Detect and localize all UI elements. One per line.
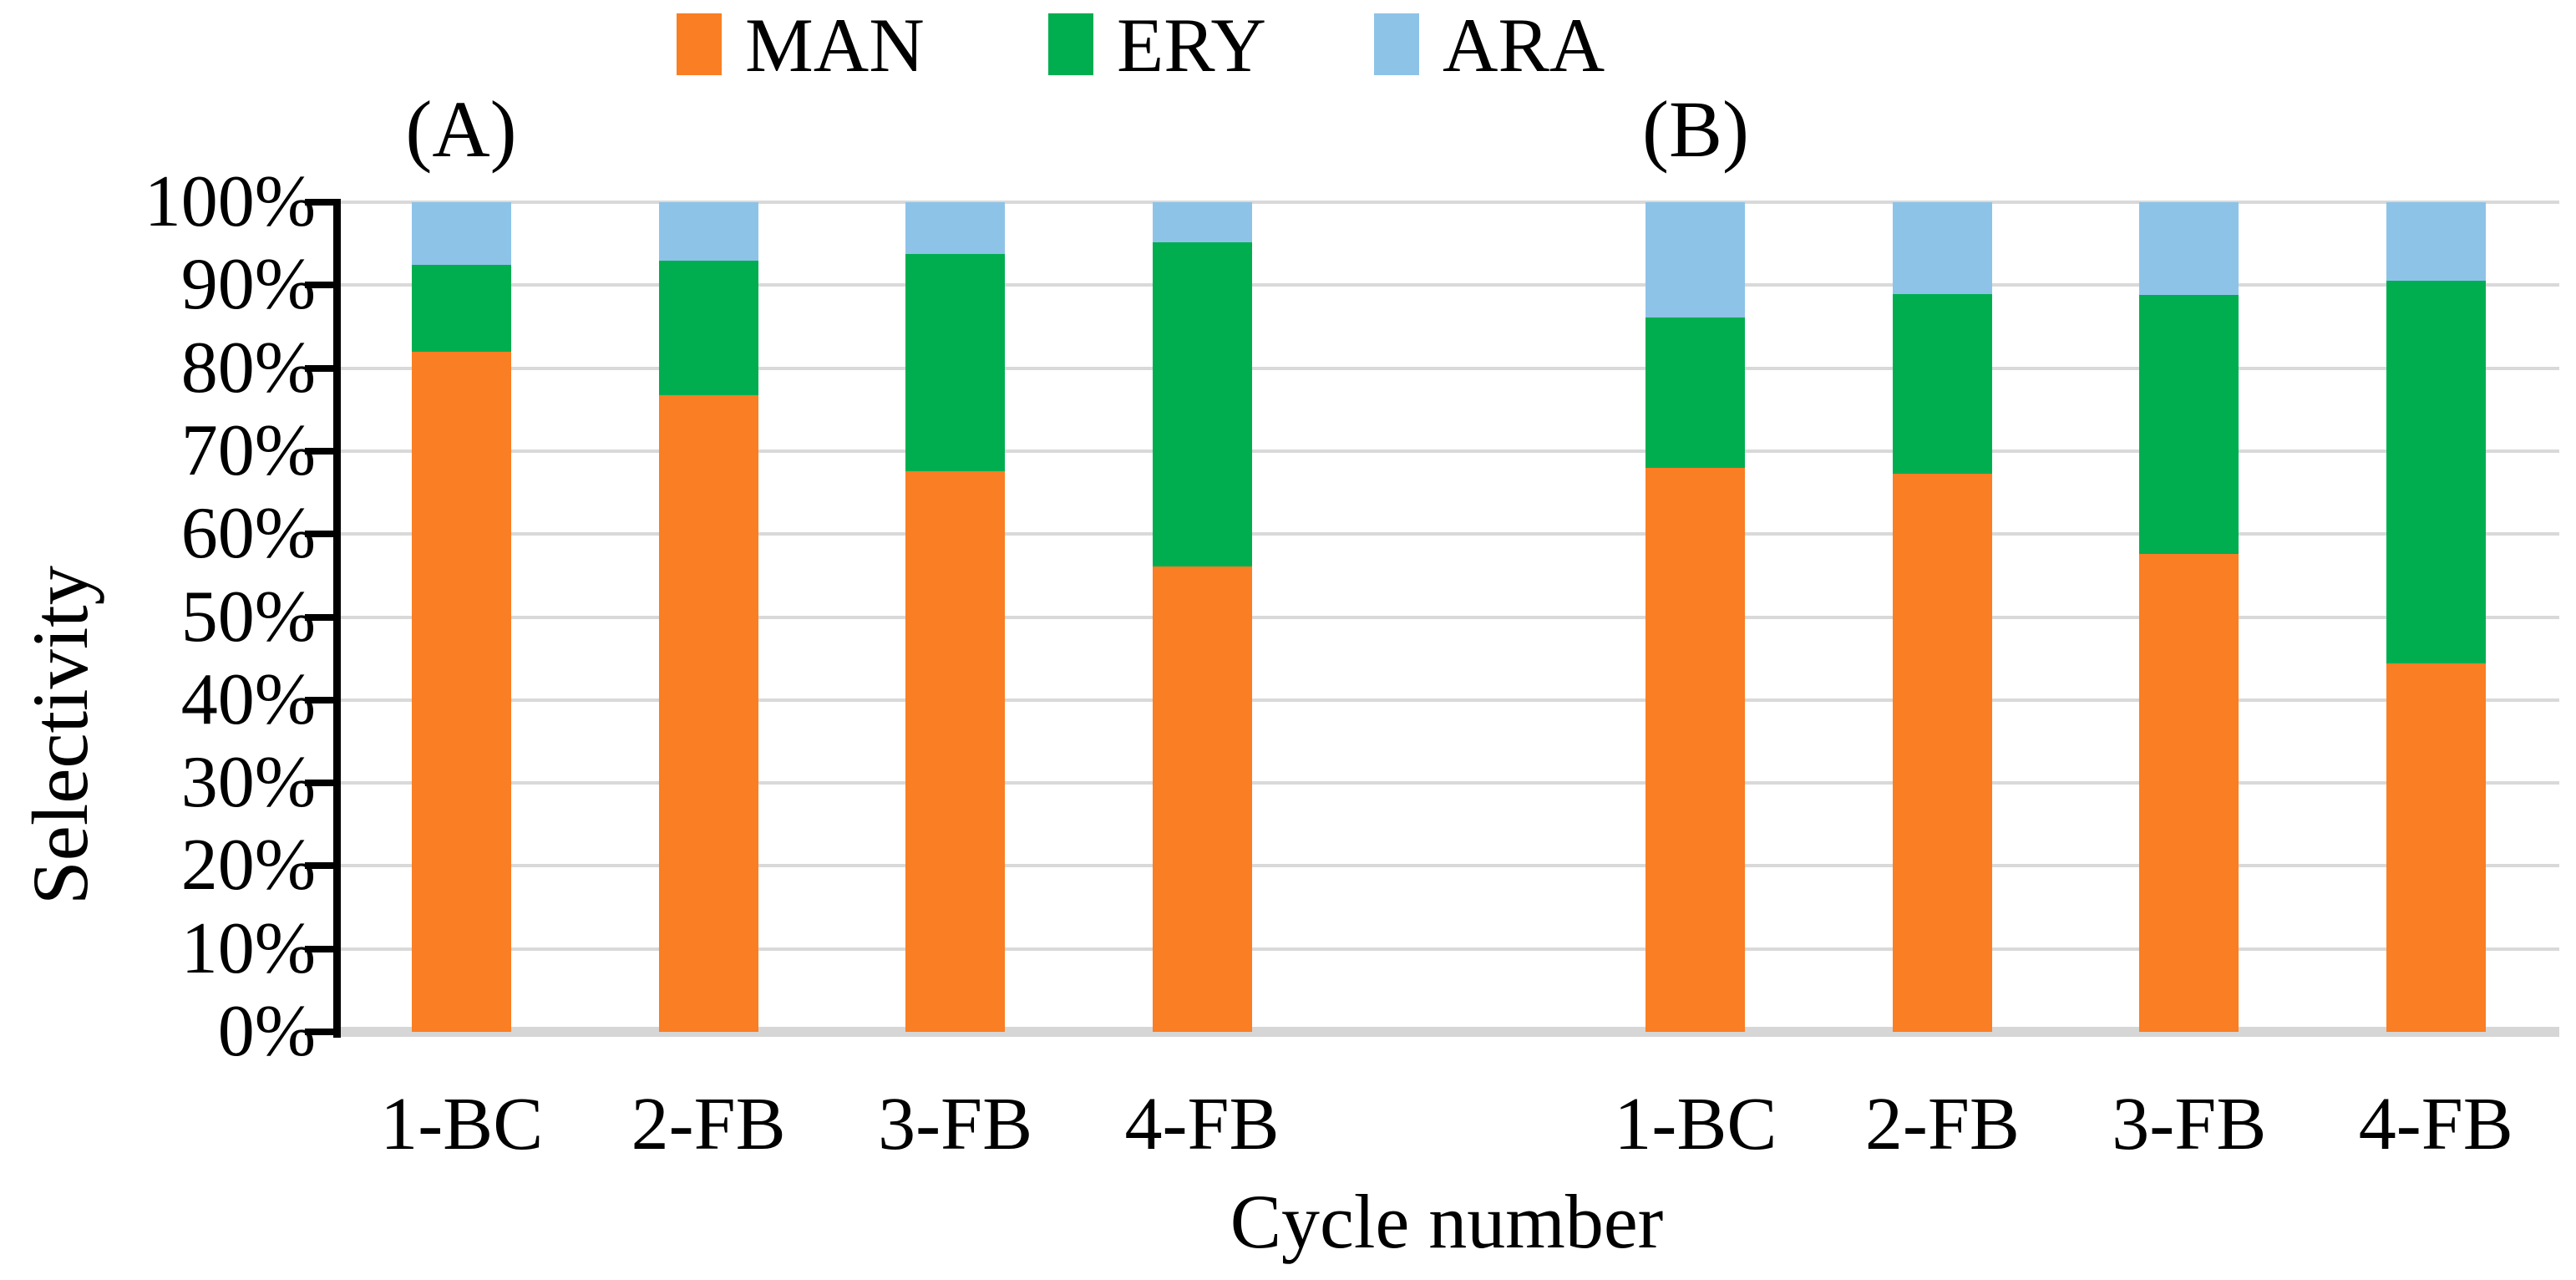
gridline — [338, 615, 2559, 619]
y-tick-label: 0% — [217, 991, 316, 1072]
x-category-label: 3-FB — [2112, 1083, 2267, 1166]
gridline — [338, 366, 2559, 370]
bar-segment-ery — [2139, 295, 2239, 555]
bar-segment-ery — [658, 260, 758, 396]
x-axis-line — [338, 1027, 2559, 1037]
legend-swatch-ery — [1048, 13, 1093, 75]
bar-segment-man — [1152, 566, 1252, 1032]
gridline — [338, 201, 2559, 204]
bar-segment-man — [2139, 554, 2239, 1032]
x-category-label: 1-BC — [380, 1083, 544, 1166]
legend-label-ara: ARA — [1443, 3, 1605, 88]
bar-segment-man — [412, 351, 512, 1032]
x-category-label: 1-BC — [1614, 1083, 1777, 1166]
bar-segment-ara — [905, 202, 1006, 254]
y-axis-tick — [305, 364, 338, 372]
x-category-label: 2-FB — [1864, 1083, 2020, 1166]
panel-a-label: (A) — [405, 84, 517, 174]
y-axis-tick — [305, 780, 338, 787]
gridline — [338, 864, 2559, 868]
bar-segment-ery — [1645, 317, 1746, 468]
y-tick-label: 90% — [180, 244, 316, 326]
bar-segment-ery — [905, 253, 1006, 471]
x-axis-title: Cycle number — [1230, 1179, 1664, 1264]
bar-segment-ara — [1152, 202, 1252, 242]
y-tick-label: 50% — [180, 576, 316, 658]
gridline — [338, 283, 2559, 287]
legend-label-man: MAN — [745, 3, 925, 88]
y-tick-label: 60% — [180, 493, 316, 575]
y-tick-label: 80% — [180, 327, 316, 409]
y-axis-tick — [305, 282, 338, 289]
y-axis-tick — [305, 862, 338, 870]
legend-swatch-man — [677, 13, 722, 75]
gridline — [338, 947, 2559, 951]
bar-segment-man — [1645, 467, 1746, 1032]
y-axis-tick — [305, 1029, 338, 1035]
y-axis-tick — [305, 199, 338, 206]
gridline — [338, 781, 2559, 785]
x-category-label: 4-FB — [1124, 1083, 1280, 1166]
bar-segment-ara — [1892, 202, 1992, 295]
bar-segment-ery — [2386, 281, 2486, 664]
y-axis-tick — [305, 613, 338, 621]
y-axis-tick — [305, 447, 338, 455]
y-tick-label: 100% — [144, 161, 316, 242]
legend-swatch-ara — [1374, 13, 1419, 75]
y-axis-tick — [305, 945, 338, 952]
bar-segment-man — [905, 470, 1006, 1032]
y-tick-label: 10% — [180, 907, 316, 989]
y-axis-tick — [305, 531, 338, 538]
y-tick-label: 40% — [180, 658, 316, 740]
x-category-label: 2-FB — [631, 1083, 786, 1166]
bar-segment-ara — [2386, 202, 2486, 282]
bar-segment-ara — [1645, 202, 1746, 318]
x-category-label: 3-FB — [878, 1083, 1033, 1166]
bar-segment-ara — [412, 202, 512, 266]
gridline — [338, 449, 2559, 453]
legend-label-ery: ERY — [1117, 3, 1266, 88]
y-tick-label: 20% — [180, 825, 316, 907]
bar-segment-man — [2386, 663, 2486, 1032]
gridline — [338, 532, 2559, 536]
bar-segment-ara — [658, 202, 758, 261]
bar-segment-man — [1892, 473, 1992, 1032]
bar-segment-ery — [1892, 294, 1992, 474]
bar-segment-man — [658, 395, 758, 1032]
y-tick-label: 70% — [180, 409, 316, 491]
bar-segment-ery — [1152, 241, 1252, 566]
gridline — [338, 698, 2559, 702]
x-category-label: 4-FB — [2358, 1083, 2513, 1166]
y-axis-tick — [305, 696, 338, 703]
bar-segment-ery — [412, 265, 512, 352]
panel-b-label: (B) — [1642, 84, 1749, 174]
bar-segment-ara — [2139, 202, 2239, 296]
y-tick-label: 30% — [180, 742, 316, 824]
